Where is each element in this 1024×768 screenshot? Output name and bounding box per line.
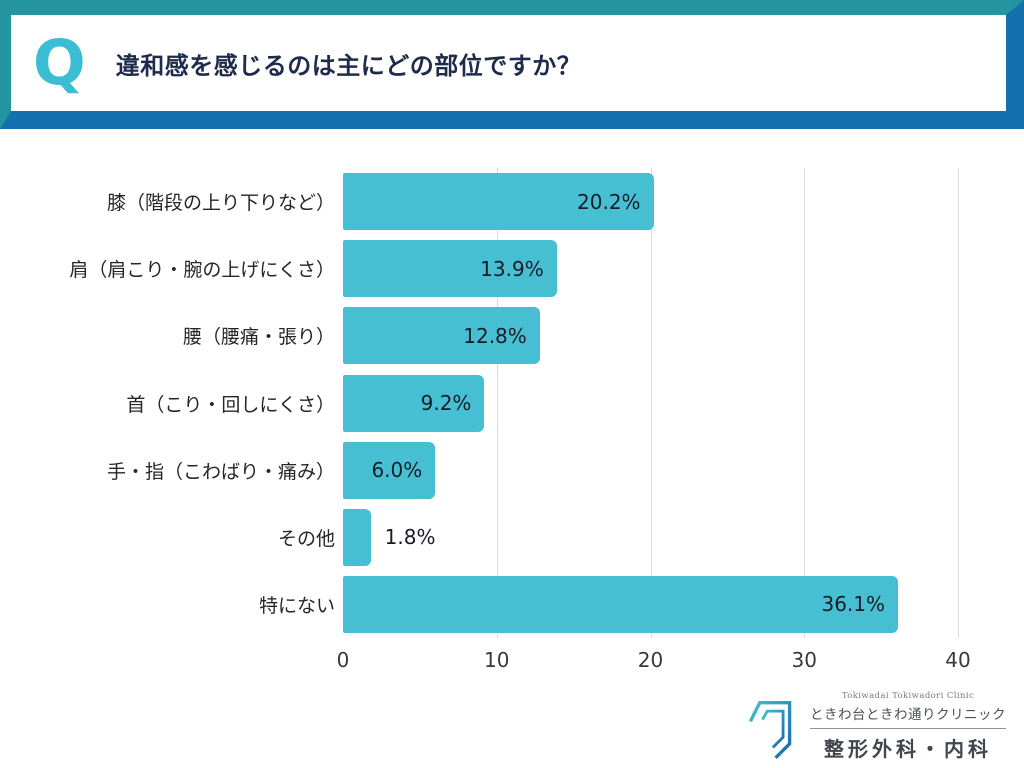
gridline: [958, 168, 959, 638]
bar: [343, 508, 371, 566]
clinic-text-block: Tokiwadai Tokiwadori Clinic ときわ台ときわ通りクリニ…: [810, 691, 1006, 762]
value-label: 1.8%: [384, 525, 436, 550]
bar: 36.1%: [343, 575, 899, 633]
gridline: [804, 168, 806, 638]
category-label: 手・指（こわばり・痛み）: [106, 460, 335, 483]
question-title: 違和感を感じるのは主にどの部位ですか？: [115, 51, 582, 80]
bar: 12.8%: [343, 307, 540, 365]
category-label: その他: [277, 527, 335, 550]
bar: 6.0%: [343, 441, 436, 499]
x-tick-label: 10: [484, 648, 510, 672]
question-header: Q 違和感を感じるのは主にどの部位ですか？: [0, 0, 1024, 129]
value-label: 12.8%: [463, 323, 527, 348]
bar: 13.9%: [343, 240, 557, 298]
category-label: 膝（階段の上り下りなど）: [106, 192, 335, 215]
category-label: 特にない: [258, 594, 335, 617]
gridline: [650, 168, 652, 638]
category-label: 首（こり・回しにくさ）: [126, 393, 335, 416]
x-tick-label: 30: [791, 648, 817, 672]
q-icon: Q: [33, 26, 86, 99]
bar: 20.2%: [343, 173, 654, 231]
value-label: 13.9%: [480, 256, 544, 281]
x-tick-label: 20: [637, 648, 664, 672]
value-label: 36.1%: [821, 592, 886, 617]
clinic-logo-icon: [748, 700, 792, 759]
category-label: 腰（腰痛・張り）: [182, 326, 335, 349]
clinic-name-en: Tokiwadai Tokiwadori Clinic: [841, 691, 975, 701]
value-label: 20.2%: [577, 189, 641, 214]
clinic-department: 整形外科・内科: [824, 737, 992, 761]
value-label: 6.0%: [371, 458, 423, 483]
x-tick-label: 40: [945, 648, 971, 672]
clinic-name-jp: ときわ台ときわ通りクリニック: [810, 703, 1006, 729]
gridline: [496, 168, 498, 638]
bar: 9.2%: [343, 374, 485, 432]
category-label: 肩（肩こり・腕の上げにくさ）: [69, 259, 335, 282]
clinic-logo-footer: Tokiwadai Tokiwadori Clinic ときわ台ときわ通りクリニ…: [742, 691, 1006, 762]
x-tick-label: 0: [336, 648, 350, 672]
value-label: 9.2%: [420, 391, 472, 415]
